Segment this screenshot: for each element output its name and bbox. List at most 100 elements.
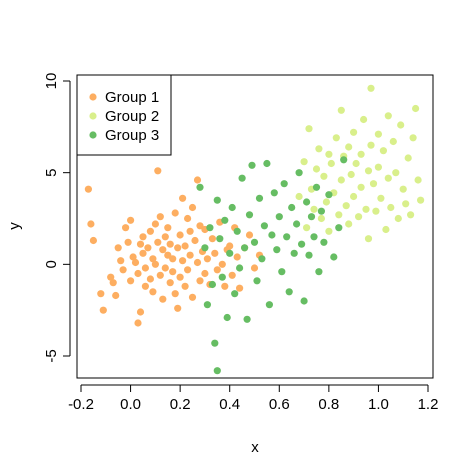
- data-point-group-1: [245, 231, 254, 239]
- data-point-group-1: [226, 242, 234, 250]
- data-point-group-1: [139, 233, 147, 241]
- data-point-group-1: [169, 268, 177, 276]
- data-point-group-2: [409, 134, 417, 142]
- data-point-group-2: [377, 194, 385, 202]
- data-point-group-1: [166, 240, 174, 248]
- data-point-group-3: [268, 231, 276, 239]
- data-point-group-3: [233, 227, 241, 235]
- data-point-group-2: [364, 235, 373, 243]
- data-point-group-2: [369, 180, 378, 188]
- x-tick-label: 0.0: [120, 396, 141, 413]
- data-point-group-2: [374, 130, 382, 138]
- data-point-group-1: [141, 282, 149, 290]
- data-point-group-2: [360, 115, 368, 124]
- y-tick-label: 5: [43, 168, 60, 176]
- data-point-group-2: [374, 163, 382, 171]
- x-tick-label: -0.2: [68, 396, 94, 413]
- data-point-group-3: [245, 211, 254, 219]
- data-point-group-1: [139, 249, 147, 257]
- data-point-group-2: [382, 225, 390, 234]
- data-point-group-2: [350, 128, 358, 136]
- data-point-group-2: [367, 141, 375, 149]
- data-point-group-3: [213, 196, 221, 204]
- data-point-group-1: [184, 214, 192, 223]
- data-point-group-2: [352, 159, 360, 168]
- data-point-group-3: [255, 194, 264, 202]
- data-point-group-1: [188, 203, 197, 212]
- data-point-group-1: [174, 244, 182, 252]
- data-point-group-1: [107, 273, 115, 281]
- x-tick-label: 1.0: [368, 396, 389, 413]
- data-point-group-1: [233, 253, 241, 261]
- data-point-group-1: [196, 277, 204, 285]
- data-point-group-3: [208, 280, 216, 289]
- data-point-group-2: [362, 205, 370, 213]
- data-point-group-2: [320, 172, 328, 180]
- legend-marker: [89, 93, 97, 101]
- data-point-group-1: [211, 249, 219, 257]
- data-point-group-3: [241, 244, 249, 252]
- data-point-group-2: [394, 214, 402, 223]
- data-point-group-3: [290, 249, 298, 257]
- data-point-group-1: [124, 238, 132, 246]
- data-point-group-1: [176, 231, 184, 239]
- data-point-group-2: [345, 220, 353, 228]
- data-point-group-1: [184, 266, 192, 274]
- data-point-group-1: [161, 233, 169, 241]
- data-point-group-1: [203, 255, 211, 263]
- data-point-group-2: [300, 158, 308, 166]
- data-point-group-1: [141, 264, 149, 272]
- data-point-group-3: [275, 213, 283, 221]
- data-point-group-1: [87, 220, 95, 228]
- data-point-group-1: [169, 255, 177, 263]
- data-point-group-1: [89, 236, 97, 245]
- data-point-group-2: [372, 207, 380, 215]
- data-point-group-1: [186, 227, 194, 235]
- data-point-group-3: [270, 189, 278, 197]
- data-point-group-1: [196, 222, 204, 230]
- data-point-group-1: [176, 273, 184, 281]
- data-point-group-1: [159, 295, 167, 303]
- data-point-group-2: [325, 150, 333, 158]
- data-point-group-3: [303, 198, 311, 206]
- data-point-group-3: [238, 174, 246, 182]
- points-layer: [84, 84, 425, 375]
- data-point-group-1: [171, 209, 179, 217]
- data-point-group-3: [283, 233, 291, 241]
- data-point-group-2: [317, 214, 325, 223]
- data-point-group-3: [288, 203, 296, 212]
- data-point-group-2: [397, 121, 405, 129]
- data-point-group-1: [156, 213, 164, 221]
- data-point-group-3: [203, 301, 211, 309]
- data-point-group-1: [186, 251, 194, 259]
- data-point-group-2: [337, 176, 345, 184]
- plot-frame: [76, 74, 434, 379]
- data-point-group-1: [221, 282, 229, 290]
- data-point-group-2: [417, 196, 425, 204]
- data-point-group-2: [412, 104, 420, 113]
- x-tick-label: 0.2: [170, 396, 191, 413]
- data-point-group-3: [278, 268, 286, 276]
- data-point-group-2: [335, 211, 343, 219]
- data-point-group-3: [228, 203, 236, 212]
- data-point-group-2: [357, 183, 365, 191]
- y-tick-label: 10: [43, 73, 60, 90]
- data-point-group-1: [179, 194, 187, 202]
- legend-label: Group 1: [105, 89, 159, 106]
- legend: Group 1 Group 2 Group 3: [76, 74, 172, 156]
- data-point-group-1: [136, 308, 145, 316]
- data-point-group-3: [223, 313, 231, 322]
- data-point-group-1: [250, 264, 259, 272]
- data-point-group-3: [300, 297, 308, 305]
- data-point-group-3: [305, 251, 313, 259]
- data-point-group-1: [84, 185, 92, 193]
- data-point-group-1: [119, 266, 127, 274]
- data-point-group-1: [129, 253, 137, 261]
- y-tick-label: 0: [43, 260, 60, 268]
- data-point-group-1: [218, 260, 226, 268]
- data-point-group-3: [216, 235, 224, 243]
- data-point-group-1: [151, 260, 159, 268]
- x-tick-label: 0.6: [269, 396, 290, 413]
- data-point-group-2: [337, 106, 345, 114]
- data-point-group-3: [196, 183, 204, 191]
